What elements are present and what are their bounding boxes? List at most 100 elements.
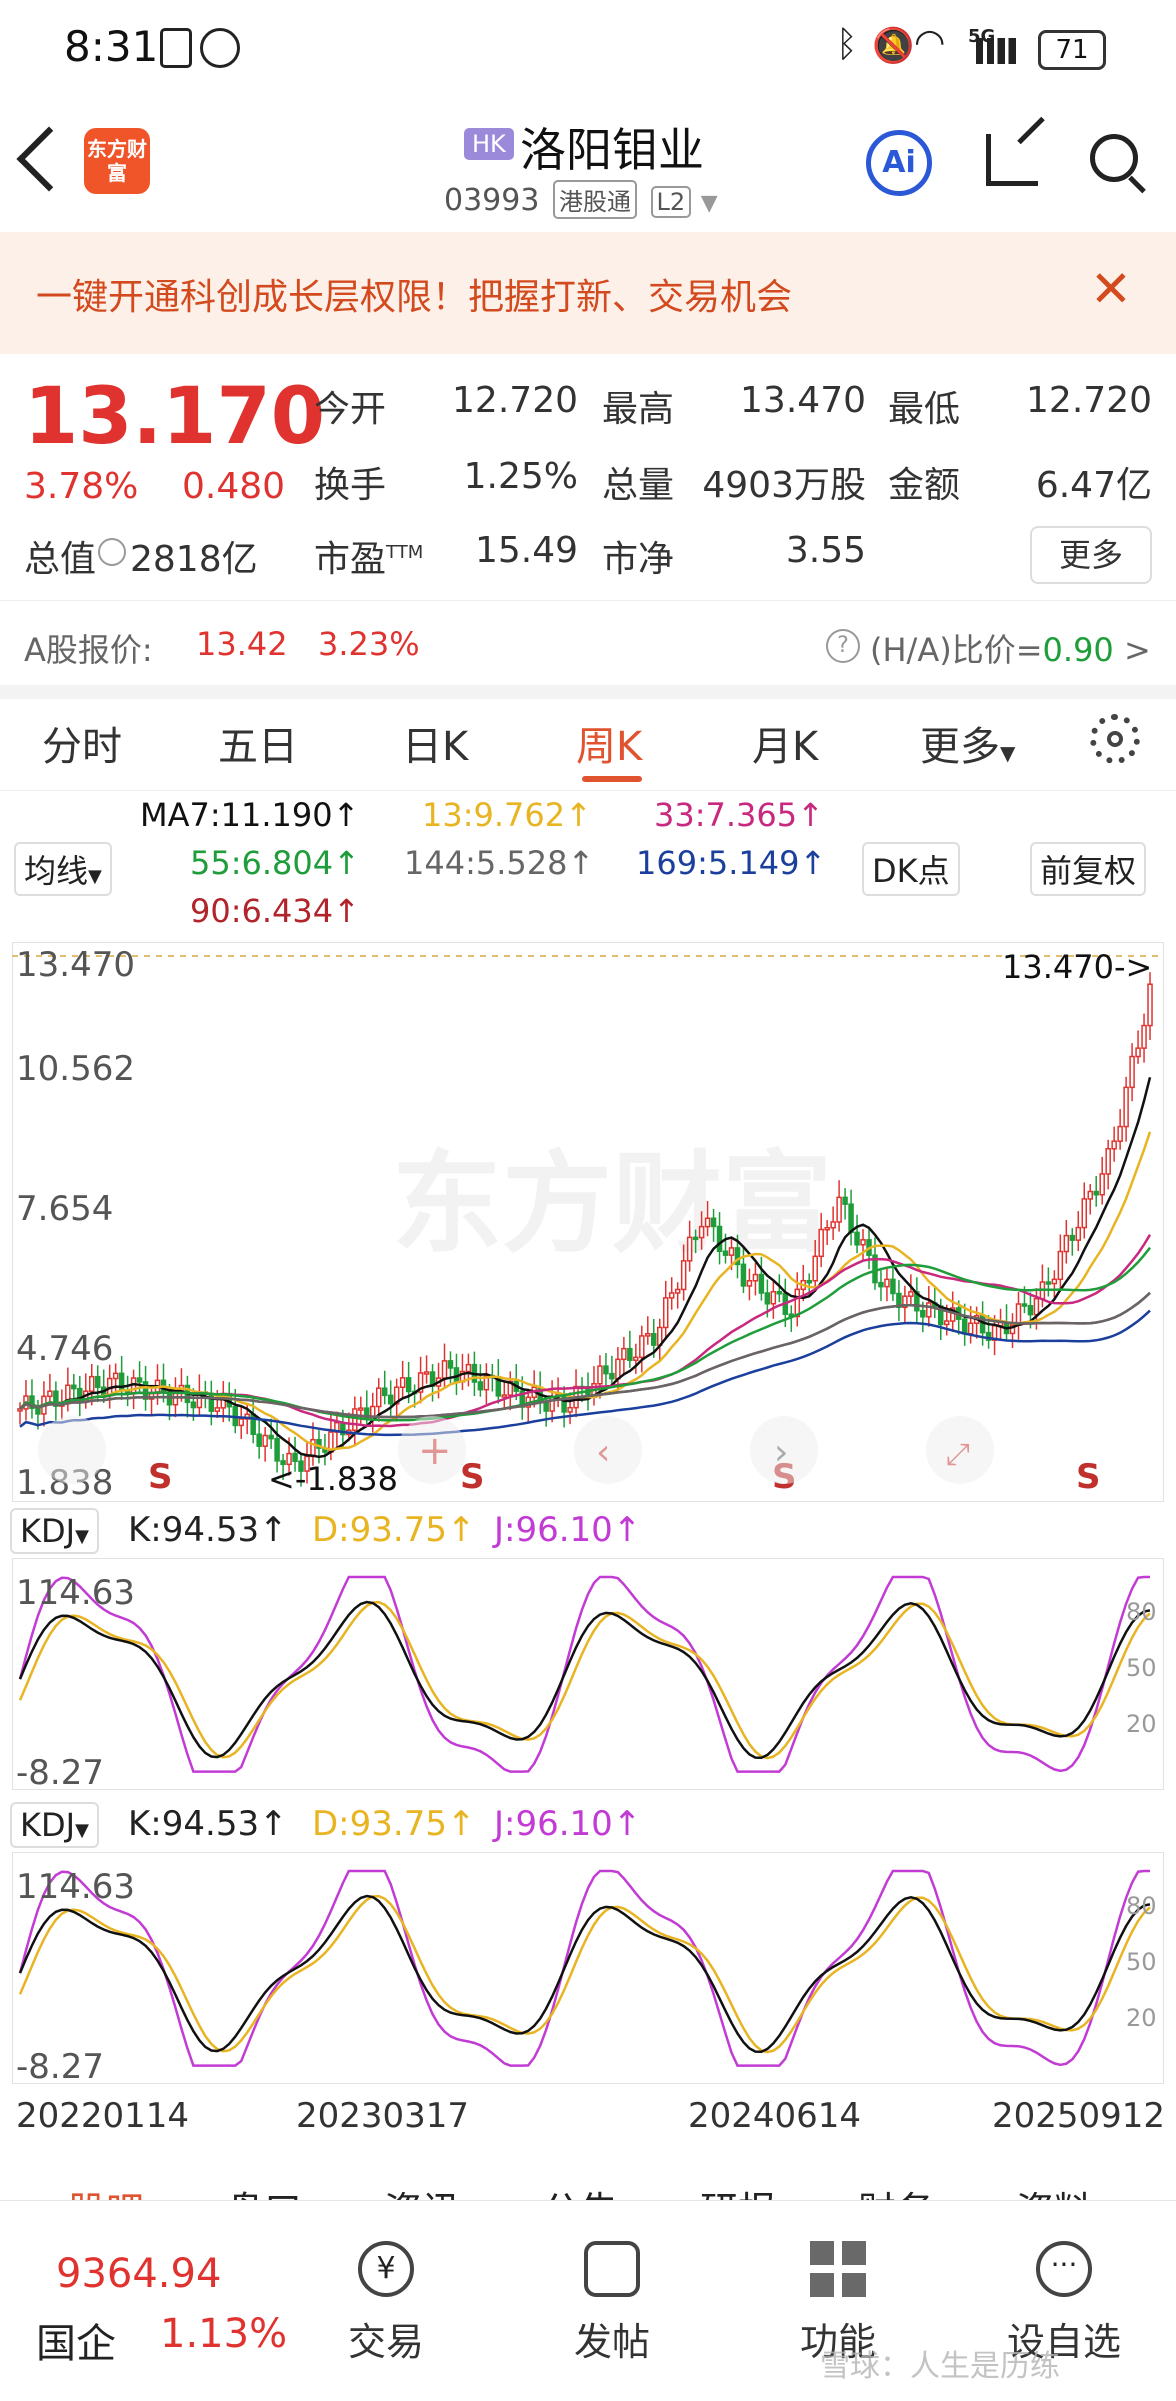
tab-intraday[interactable]: 分时 (42, 724, 122, 770)
watermark-text: 雪球：人生是历练 (820, 2349, 1060, 2384)
promo-banner[interactable]: 一键开通科创成长层权限！把握打新、交易机会 ✕ (0, 232, 1176, 354)
candle-body (1141, 1024, 1147, 1049)
eastmoney-logo: 东方财富 (84, 128, 150, 194)
status-bar: 8:31 ᛒ 🔕 ◠ 5G 71 (0, 0, 1176, 100)
candle-body (1099, 1173, 1105, 1196)
x-date-label: 20240614 (688, 2096, 862, 2136)
tab-five-day[interactable]: 五日 (218, 724, 298, 770)
candle-body (639, 1335, 645, 1359)
candle-body (908, 1291, 914, 1297)
candle-body (794, 1288, 801, 1318)
candle-body (597, 1365, 603, 1385)
candle-body (1069, 1234, 1076, 1241)
dk-point-button[interactable]: DK点 (862, 842, 960, 896)
candle-body (310, 1438, 316, 1458)
info-icon[interactable] (98, 538, 126, 566)
candle-body (35, 1407, 41, 1415)
tab-weekly-k[interactable]: 周K (576, 724, 643, 770)
kdj-select-1[interactable]: KDJ▼ (10, 1508, 99, 1554)
scroll-right-icon (750, 1416, 818, 1484)
candle-body (286, 1452, 292, 1466)
kdj-level-50: 50 (1126, 1948, 1157, 1976)
trade-button[interactable]: ¥ 交易 (316, 2235, 456, 2385)
chart-period-tabs: 分时 五日 日K 周K 月K 更多▼ (0, 690, 1176, 791)
candle-body (477, 1381, 484, 1391)
trade-icon: ¥ (358, 2241, 414, 2297)
candle-body (238, 1418, 244, 1427)
stock-header: 东方财富 HK 洛阳钼业 03993 港股通 L2 ▼ Ai (0, 100, 1176, 230)
add-watchlist-button[interactable]: ··· 设自选 (994, 2235, 1134, 2385)
candle-body (417, 1372, 424, 1393)
candle-body (686, 1236, 693, 1262)
ai-assistant-button[interactable]: Ai (866, 130, 932, 196)
post-button[interactable]: 发帖 (542, 2235, 682, 2385)
candle-body (262, 1434, 268, 1447)
candle-body (352, 1408, 358, 1432)
kdj-chart-2[interactable]: 114.63 -8.27 80 50 20 (12, 1852, 1164, 2084)
candle-body (316, 1438, 322, 1449)
candle-body (387, 1394, 394, 1405)
pe-label: 市盈TTM (314, 539, 424, 580)
help-icon[interactable]: ? (826, 629, 860, 663)
a-share-quote[interactable]: A股报价: 13.42 3.23% ? (H/A)比价=0.90 > (0, 600, 1176, 699)
candle-body (1063, 1234, 1070, 1253)
index-value: 9364.94 (56, 2251, 222, 2297)
candle-body (298, 1460, 304, 1472)
stock-name[interactable]: 洛阳钼业 (520, 123, 704, 177)
candle-body (710, 1217, 717, 1228)
kdj-j-1: J:96.10↑ (494, 1510, 642, 1550)
search-icon[interactable] (1090, 134, 1138, 182)
candle-body (1051, 1278, 1058, 1285)
ma13-value: 13:9.762↑ (422, 796, 592, 834)
more-quote-button[interactable]: 更多 (1030, 526, 1152, 584)
tab-more[interactable]: 更多▼ (920, 724, 1016, 770)
kline-chart[interactable]: 东方财富 13.470 10.562 7.654 4.746 1.838 13.… (12, 942, 1164, 1502)
stock-code: 03993 (444, 183, 540, 218)
candle-body (752, 1273, 759, 1282)
candle-body (943, 1320, 950, 1326)
candle-body (615, 1358, 621, 1380)
a-share-label: A股报价: (24, 631, 153, 669)
candle-body (758, 1273, 765, 1294)
nav-label: 发帖 (573, 2320, 650, 2364)
back-icon[interactable] (16, 126, 82, 192)
candle-body (375, 1387, 382, 1408)
y-label-top: 13.470 (16, 945, 135, 985)
candle-body (94, 1375, 101, 1389)
candle-body (53, 1390, 59, 1407)
tab-monthly-k[interactable]: 月K (752, 724, 819, 770)
tab-daily-k[interactable]: 日K (402, 724, 469, 770)
low-value: 12.720 (1026, 380, 1152, 421)
candle-body (764, 1292, 771, 1305)
candle-body (118, 1372, 125, 1392)
candle-body (1111, 1140, 1117, 1150)
gear-icon[interactable] (1090, 714, 1140, 764)
stock-code-line[interactable]: 03993 港股通 L2 ▼ (444, 180, 718, 219)
candle-body (967, 1322, 974, 1335)
share-icon[interactable] (986, 134, 1038, 186)
candle-body (722, 1250, 729, 1256)
kdj-d-2: D:93.75↑ (312, 1804, 476, 1844)
candle-body (29, 1395, 35, 1409)
close-icon[interactable]: ✕ (1090, 260, 1132, 318)
banner-text: 一键开通科创成长层权限！把握打新、交易机会 (36, 277, 793, 318)
candle-body (561, 1393, 567, 1413)
adjust-button[interactable]: 前复权 (1030, 842, 1147, 896)
kdj-select-2[interactable]: KDJ▼ (10, 1802, 99, 1848)
ma33-value: 33:7.365↑ (654, 796, 824, 834)
candle-body (836, 1196, 842, 1223)
mute-icon: 🔕 (872, 26, 915, 66)
functions-button[interactable]: 功能 (768, 2235, 908, 2385)
candle-body (1057, 1250, 1064, 1281)
kdj-chart-1[interactable]: 114.63 -8.27 80 50 20 (12, 1558, 1164, 1790)
candle-body (399, 1377, 406, 1388)
index-ticker[interactable]: 9364.94 国企 1.13% (30, 2251, 290, 2371)
pb-label: 市净 (602, 539, 675, 580)
more-dots-icon: ··· (1036, 2241, 1092, 2297)
status-time: 8:31 (64, 22, 159, 71)
kdj-top-label: 114.63 (16, 1867, 135, 1907)
candle-body (645, 1332, 651, 1337)
ma-select[interactable]: 均线▼ (14, 842, 112, 896)
kdj-j-2: J:96.10↑ (494, 1804, 642, 1844)
a-share-pct: 3.23% (318, 625, 420, 663)
